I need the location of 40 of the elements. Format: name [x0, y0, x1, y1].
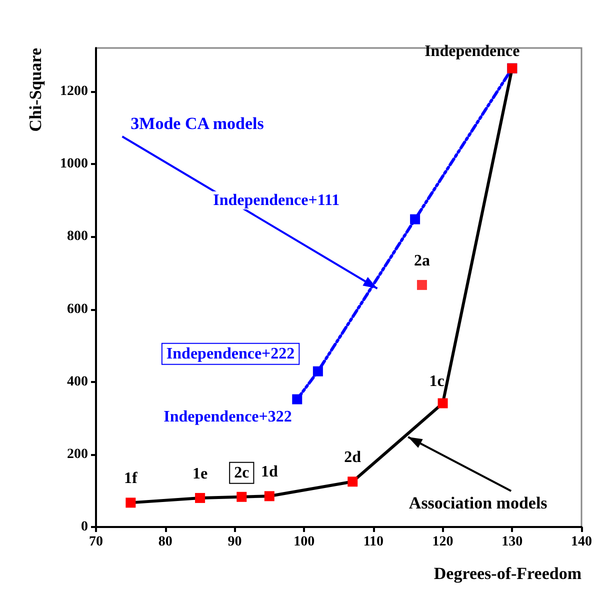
x-tick-label: 70: [89, 534, 103, 550]
x-tick-label: 110: [363, 534, 384, 550]
y-tick-label: 0: [81, 520, 88, 534]
y-tick-label: 400: [67, 374, 88, 390]
point: [416, 280, 427, 290]
point: [236, 492, 247, 502]
annotation: 1f: [124, 470, 138, 488]
annotation: Independence+111: [213, 192, 340, 209]
y-tick-label: 600: [67, 302, 88, 317]
x-tick-label: 80: [158, 534, 172, 550]
annotation: 1d: [260, 464, 278, 481]
annotation: Independence+322: [164, 408, 292, 426]
y-tick-label: 1200: [60, 84, 88, 100]
annotation: Association models: [408, 494, 548, 513]
annotation: 1e: [192, 465, 208, 482]
annotation: 3Mode CA models: [130, 114, 264, 133]
annotation: 1c: [429, 372, 444, 390]
annotation: Independence: [424, 42, 520, 60]
annotation: 2a: [414, 252, 430, 270]
x-tick-label: 90: [228, 534, 242, 550]
point: [312, 366, 323, 376]
point: [195, 492, 206, 503]
y-axis-title: Chi-Square: [26, 48, 45, 132]
x-tick-label: 100: [294, 534, 315, 550]
point: [292, 394, 302, 404]
point: [410, 214, 420, 224]
annotation: Independence+222: [166, 345, 295, 362]
point: [264, 491, 274, 502]
annotation: 2c: [234, 464, 250, 482]
point: [438, 398, 448, 408]
annotation: 2d: [344, 449, 362, 466]
x-tick-label: 120: [432, 534, 454, 550]
x-tick-label: 140: [571, 534, 592, 550]
y-tick-label: 1000: [60, 156, 88, 172]
y-tick-label: 200: [67, 446, 88, 462]
point: [126, 498, 136, 508]
x-tick-label: 130: [502, 534, 523, 550]
y-tick-label: 800: [67, 229, 88, 244]
x-axis-title: Degrees-of-Freedom: [434, 564, 582, 583]
point: [348, 476, 358, 487]
